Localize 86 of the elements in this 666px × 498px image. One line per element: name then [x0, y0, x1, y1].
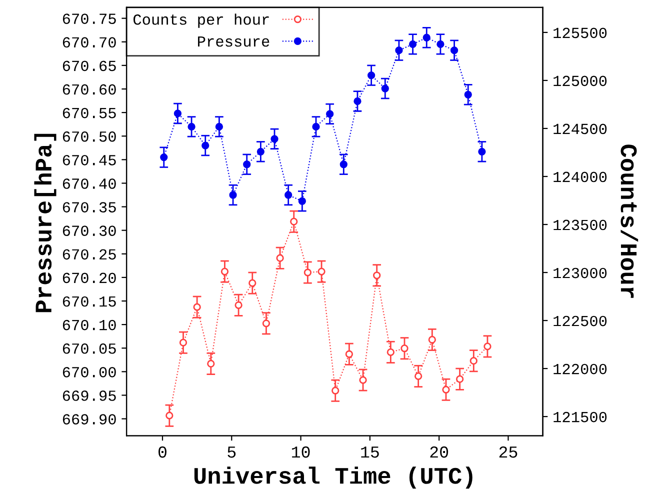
point: [312, 122, 320, 130]
x-tick-label: 20: [430, 446, 448, 458]
point: [193, 303, 201, 311]
legend-label: Counts per hour: [133, 14, 269, 28]
legend-label: Pressure: [198, 36, 270, 47]
x-tick-label: 25: [499, 446, 518, 458]
y-tick-label: 670.55: [62, 108, 116, 118]
point: [262, 320, 270, 328]
y-axis-title: Pressure[hPa]: [34, 134, 56, 312]
point: [243, 160, 251, 168]
point: [422, 34, 430, 42]
x-tick-label: 5: [228, 446, 236, 458]
point: [442, 386, 450, 394]
y-tick-label: 670.50: [62, 131, 116, 142]
y2-tick-label: 122500: [554, 316, 607, 326]
point: [345, 350, 354, 358]
point: [290, 218, 298, 226]
point: [381, 84, 389, 92]
y-tick-label: 670.00: [62, 366, 116, 378]
y2-tick-label: 121500: [554, 412, 607, 422]
point: [215, 122, 224, 130]
point: [229, 191, 237, 199]
x-tick-label: 10: [292, 446, 310, 458]
point: [484, 342, 492, 350]
y-tick-label: 670.40: [62, 178, 116, 189]
y-tick-label: 670.75: [62, 14, 116, 24]
point: [428, 336, 436, 344]
point: [174, 110, 182, 118]
point: [332, 386, 340, 394]
y-tick-label: 670.45: [62, 154, 116, 166]
x-tick-label: 0: [158, 446, 166, 458]
y2-tick-label: 122000: [554, 364, 607, 374]
point: [326, 110, 334, 118]
point: [414, 372, 422, 380]
point: [166, 412, 174, 420]
y-tick-label: 670.60: [62, 84, 116, 95]
y-tick-label: 670.15: [62, 296, 116, 307]
point: [160, 153, 168, 162]
point: [470, 357, 478, 365]
point: [248, 279, 256, 287]
y-tick-label: 670.10: [62, 320, 116, 330]
point: [478, 148, 486, 156]
point: [340, 160, 348, 168]
point: [436, 40, 444, 48]
y2-tick-label: 125000: [554, 76, 607, 86]
x-tick-label: 15: [361, 446, 379, 458]
point: [304, 268, 312, 276]
point: [408, 40, 417, 48]
point: [359, 376, 367, 384]
point: [367, 71, 376, 80]
y2-tick-label: 124500: [554, 124, 607, 134]
y-tick-label: 669.95: [62, 390, 116, 401]
point: [456, 375, 464, 383]
point: [256, 148, 264, 156]
y-tick-label: 670.65: [62, 60, 116, 72]
y-tick-label: 670.05: [62, 343, 116, 354]
point: [318, 268, 326, 276]
y-tick-label: 670.30: [62, 226, 116, 236]
point: [400, 344, 408, 352]
point: [354, 97, 362, 106]
point: [284, 191, 292, 199]
y2-tick-label: 123000: [554, 268, 607, 278]
y-tick-label: 670.70: [62, 37, 116, 48]
point: [202, 142, 210, 150]
point: [220, 268, 229, 276]
y-tick-label: 669.90: [62, 414, 116, 424]
y2-tick-label: 124000: [554, 172, 607, 182]
point: [234, 301, 242, 309]
point: [386, 348, 394, 356]
point: [373, 272, 381, 280]
y-tick-label: 670.25: [62, 249, 116, 260]
point: [395, 46, 403, 54]
point: [298, 197, 306, 205]
x-axis-title: Universal Time (UTC): [194, 466, 472, 489]
point: [464, 90, 472, 98]
point: [188, 122, 196, 130]
y-tick-label: 670.35: [62, 202, 116, 212]
point: [270, 135, 278, 143]
y2-tick-label: 123500: [554, 220, 607, 230]
y-tick-label: 670.20: [62, 272, 116, 284]
point: [450, 46, 458, 54]
point: [179, 338, 188, 346]
point: [276, 254, 284, 262]
point: [207, 360, 215, 368]
y2-axis-title: Counts/Hour: [620, 144, 638, 298]
y2-tick-label: 125500: [554, 28, 607, 38]
